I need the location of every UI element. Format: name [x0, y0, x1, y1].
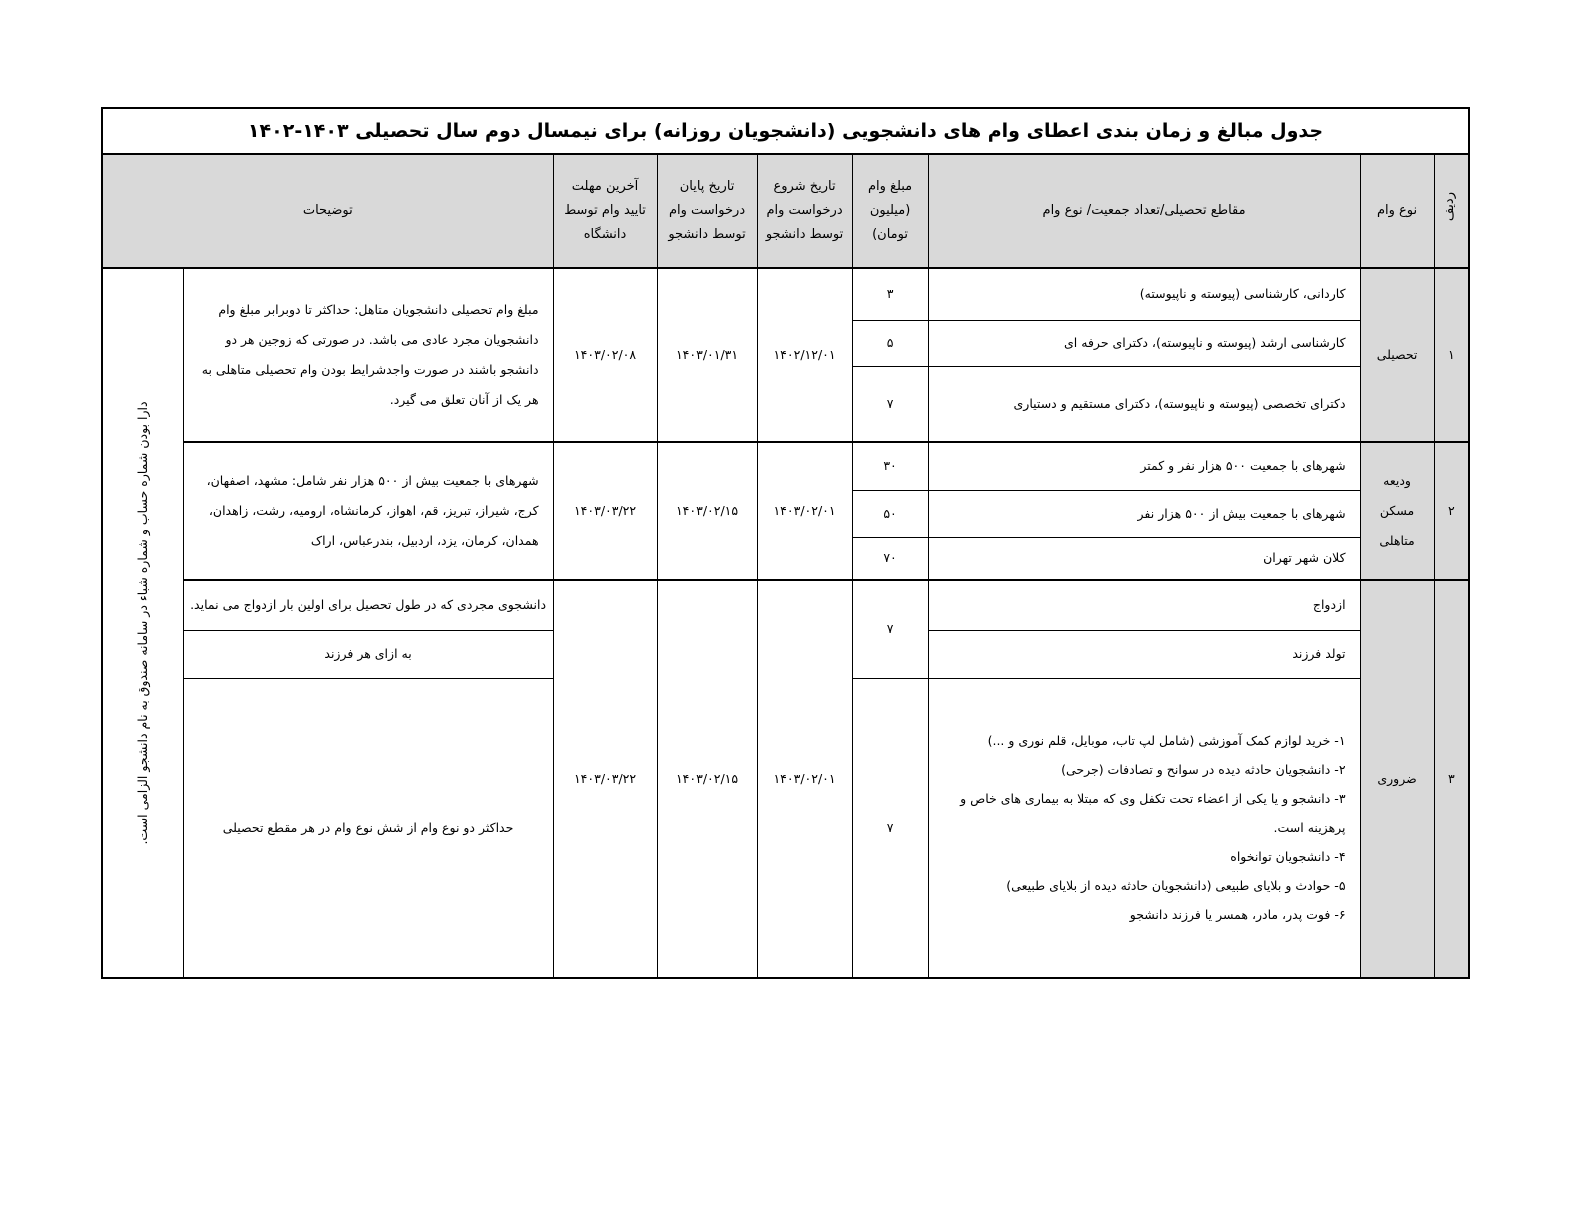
- table-row: ۱- خرید لوازم کمک آموزشی (شامل لپ تاب، م…: [102, 677, 1469, 979]
- row-no: ۱: [1433, 267, 1470, 443]
- row-no: ۳: [1433, 579, 1470, 979]
- list-item: ۳- دانشجو و یا یکی از اعضاء تحت تکفل وی …: [960, 791, 1346, 836]
- header-notes: توضیحات: [101, 153, 554, 269]
- end-date: ۱۴۰۳/۰۲/۱۵: [656, 441, 758, 581]
- amount: ۵۰: [851, 489, 929, 538]
- note: شهرهای با جمعیت بیش از ۵۰۰ هزار نفر شامل…: [182, 441, 554, 581]
- list-item: ۵- حوادث و بلایای طبیعی (دانشجویان حادثه…: [1006, 878, 1346, 894]
- loan-type: ودیعه مسکن متاهلی: [1359, 441, 1435, 581]
- loan-type: تحصیلی: [1359, 267, 1435, 443]
- amount: ۳۰: [851, 441, 929, 491]
- section: کلان شهر تهران: [927, 536, 1361, 581]
- side-note-cell: دارا بودن شماره حساب و شماره شباء در سام…: [101, 267, 184, 979]
- header-loan-type: نوع وام: [1359, 153, 1435, 269]
- table-row: ۱ تحصیلی کاردانی، کارشناسی (پیوسته و ناپ…: [101, 267, 1470, 979]
- note: به ازای هر فرزند: [182, 629, 554, 679]
- table-row: ۳ ضروری ازدواج ۷ ۱۴۰۳/۰۲/۰۱ ۱۴۰۳/۰۲/۱۵ ۱…: [102, 579, 1470, 979]
- header-section: مقاطع تحصیلی/تعداد جمعیت/ نوع وام: [927, 153, 1361, 269]
- section-list: ۱- خرید لوازم کمک آموزشی (شامل لپ تاب، م…: [927, 677, 1361, 979]
- section: کاردانی، کارشناسی (پیوسته و ناپیوسته): [927, 267, 1361, 321]
- note: حداکثر دو نوع وام از شش نوع وام در هر مق…: [182, 677, 554, 979]
- deadline-date: ۱۴۰۳/۰۳/۲۲: [552, 441, 658, 581]
- table-row: کارشناسی ارشد (پیوسته و ناپیوسته)، دکترا…: [102, 319, 1469, 367]
- amount: ۷۰: [851, 536, 929, 581]
- amount: ۵: [851, 319, 929, 367]
- section: کارشناسی ارشد (پیوسته و ناپیوسته)، دکترا…: [927, 319, 1361, 367]
- header-start: تاریخ شروع درخواست وام توسط دانشجو: [756, 153, 853, 269]
- table-row: ۲ ودیعه مسکن متاهلی شهرهای با جمعیت ۵۰۰ …: [102, 441, 1470, 581]
- amount: ۷: [851, 365, 929, 443]
- note: دانشجوی مجردی که در طول تحصیل برای اولین…: [182, 579, 554, 631]
- list-item: ۱- خرید لوازم کمک آموزشی (شامل لپ تاب، م…: [987, 733, 1346, 749]
- side-note: دارا بودن شماره حساب و شماره شباء در سام…: [134, 401, 150, 845]
- section: شهرهای با جمعیت بیش از ۵۰۰ هزار نفر: [927, 489, 1361, 538]
- list-item: ۶- فوت پدر، مادر، همسر یا فرزند دانشجو: [1129, 907, 1346, 923]
- start-date: ۱۴۰۳/۰۲/۰۱: [756, 441, 853, 581]
- start-date: ۱۴۰۲/۱۲/۰۱: [756, 267, 853, 443]
- header-end: تاریخ پایان درخواست وام توسط دانشجو: [656, 153, 758, 269]
- table-row: شهرهای با جمعیت بیش از ۵۰۰ هزار نفر ۵۰: [102, 489, 1469, 538]
- list-item: ۲- دانشجویان حادثه دیده در سوانح و تصادف…: [1061, 762, 1346, 778]
- header-row-no: ردیف: [1433, 153, 1470, 269]
- note: مبلغ وام تحصیلی دانشجویان متاهل: حداکثر …: [182, 267, 554, 443]
- table-row: دکترای تخصصی (پیوسته و ناپیوسته)، دکترای…: [102, 365, 1470, 443]
- header-deadline: آخرین مهلت تایید وام توسط دانشگاه: [552, 153, 658, 269]
- header-amount: مبلغ وام (میلیون تومان): [851, 153, 929, 269]
- deadline-date: ۱۴۰۳/۰۲/۰۸: [552, 267, 658, 443]
- deadline-date: ۱۴۰۳/۰۳/۲۲: [552, 579, 658, 979]
- table-title: جدول مبالغ و زمان بندی اعطای وام های دان…: [101, 107, 1470, 155]
- loan-schedule-table: جدول مبالغ و زمان بندی اعطای وام های دان…: [101, 107, 1471, 979]
- section: دکترای تخصصی (پیوسته و ناپیوسته)، دکترای…: [927, 365, 1361, 443]
- loan-type: ضروری: [1359, 579, 1435, 979]
- end-date: ۱۴۰۳/۰۲/۱۵: [656, 579, 758, 979]
- end-date: ۱۴۰۳/۰۱/۳۱: [656, 267, 758, 443]
- section: ازدواج: [927, 579, 1361, 631]
- section: شهرهای با جمعیت ۵۰۰ هزار نفر و کمتر: [927, 441, 1361, 491]
- list-item: ۴- دانشجویان توانخواه: [1230, 849, 1346, 865]
- section: تولد فرزند: [927, 629, 1361, 679]
- table-row: تولد فرزند به ازای هر فرزند: [102, 629, 1469, 679]
- amount: ۷: [851, 579, 929, 679]
- amount: ۳: [851, 267, 929, 321]
- start-date: ۱۴۰۳/۰۲/۰۱: [756, 579, 853, 979]
- row-no: ۲: [1433, 441, 1470, 581]
- amount: ۷: [851, 677, 929, 979]
